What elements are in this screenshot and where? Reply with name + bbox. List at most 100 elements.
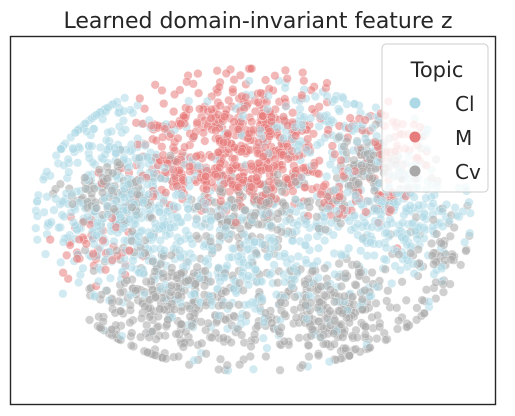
scatter-point-cv xyxy=(277,187,287,197)
scatter-point-cv xyxy=(136,313,147,323)
scatter-point-cl xyxy=(302,314,312,324)
scatter-point-cv xyxy=(392,303,402,313)
scatter-point-cv xyxy=(214,364,224,375)
scatter-point-cl xyxy=(128,256,138,266)
scatter-point-cv xyxy=(240,205,250,215)
scatter-point-cv xyxy=(171,329,181,339)
scatter-point-cv xyxy=(356,267,366,278)
scatter-point-m xyxy=(221,68,231,78)
scatter-point-cl xyxy=(120,93,130,103)
scatter-point-cl xyxy=(286,254,296,264)
scatter-point-cv xyxy=(351,280,361,290)
scatter-point-cl xyxy=(33,190,43,200)
scatter-point-cl xyxy=(322,91,332,101)
scatter-point-cl xyxy=(92,110,102,120)
scatter-point-cl xyxy=(117,331,127,341)
scatter-point-m xyxy=(223,128,233,138)
scatter-point-m xyxy=(213,147,223,157)
scatter-point-m xyxy=(299,76,309,86)
scatter-point-cv xyxy=(317,322,327,332)
scatter-point-m xyxy=(261,75,271,85)
scatter-point-cl xyxy=(78,263,88,273)
scatter-point-cl xyxy=(373,218,383,228)
scatter-point-cv xyxy=(280,201,290,211)
scatter-point-m xyxy=(179,111,189,121)
scatter-point-cv xyxy=(348,292,358,302)
scatter-point-m xyxy=(98,236,108,246)
scatter-point-cv xyxy=(173,351,183,362)
scatter-point-cv xyxy=(213,211,223,221)
legend-label-m: M xyxy=(455,126,472,150)
scatter-point-cv xyxy=(432,229,442,239)
scatter-point-cv xyxy=(308,266,318,276)
scatter-point-cl xyxy=(306,113,316,123)
scatter-point-cl xyxy=(154,207,165,217)
scatter-point-cl xyxy=(314,121,324,131)
scatter-point-cl xyxy=(395,265,405,275)
scatter-point-cv xyxy=(279,309,290,319)
scatter-point-cl xyxy=(330,185,340,195)
scatter-point-cv xyxy=(325,285,335,295)
scatter-point-cl xyxy=(32,235,42,245)
scatter-point-cv xyxy=(94,165,104,175)
scatter-point-cl xyxy=(281,101,291,112)
scatter-point-cl xyxy=(344,243,354,253)
scatter-point-cv xyxy=(158,268,168,278)
scatter-point-m xyxy=(309,160,319,170)
scatter-point-cl xyxy=(325,159,335,169)
scatter-point-cv xyxy=(221,315,231,325)
scatter-point-cl xyxy=(334,106,345,116)
scatter-point-m xyxy=(184,161,195,171)
scatter-point-cl xyxy=(68,144,78,154)
scatter-point-cv xyxy=(237,330,247,340)
scatter-point-cl xyxy=(250,264,261,274)
scatter-point-m xyxy=(206,104,217,114)
scatter-point-cv xyxy=(230,203,240,213)
scatter-point-cv xyxy=(315,297,325,307)
scatter-point-cv xyxy=(276,297,286,307)
scatter-point-m xyxy=(247,64,257,74)
scatter-point-cl xyxy=(297,172,307,183)
scatter-point-m xyxy=(254,138,264,148)
scatter-point-cv xyxy=(352,259,362,270)
scatter-point-cv xyxy=(272,225,282,235)
scatter-point-cl xyxy=(244,280,254,290)
scatter-point-cv xyxy=(417,295,427,305)
scatter-point-m xyxy=(74,234,84,245)
scatter-point-cl xyxy=(59,160,69,170)
scatter-point-cl xyxy=(414,200,424,210)
scatter-point-m xyxy=(229,117,239,127)
scatter-point-cl xyxy=(372,157,382,167)
scatter-point-cv xyxy=(419,308,429,318)
scatter-point-cv xyxy=(235,224,245,234)
scatter-point-cl xyxy=(250,298,260,308)
scatter-point-cl xyxy=(263,251,273,261)
scatter-point-cl xyxy=(74,277,84,288)
scatter-point-cl xyxy=(349,210,359,220)
scatter-point-cv xyxy=(191,231,202,241)
scatter-point-cl xyxy=(177,191,187,201)
scatter-point-cv xyxy=(131,285,141,295)
scatter-point-m xyxy=(235,70,245,80)
scatter-point-m xyxy=(322,78,332,88)
scatter-point-cl xyxy=(193,161,203,171)
scatter-point-cv xyxy=(351,344,361,354)
scatter-point-cl xyxy=(262,343,272,353)
scatter-point-cl xyxy=(262,104,272,114)
scatter-point-cl xyxy=(66,132,76,142)
scatter-point-cl xyxy=(465,208,475,218)
scatter-point-cl xyxy=(342,187,353,197)
scatter-point-cl xyxy=(365,237,375,248)
scatter-point-m xyxy=(201,184,211,194)
scatter-point-cl xyxy=(450,203,460,213)
scatter-point-cl xyxy=(144,189,154,199)
scatter-point-m xyxy=(212,172,222,182)
scatter-point-cl xyxy=(349,99,359,109)
scatter-point-m xyxy=(170,89,180,99)
scatter-point-cv xyxy=(55,179,65,189)
scatter-point-m xyxy=(58,268,68,278)
scatter-point-cv xyxy=(115,287,126,298)
scatter-point-cl xyxy=(136,160,146,171)
scatter-point-cl xyxy=(257,239,267,249)
scatter-point-cl xyxy=(158,221,168,231)
